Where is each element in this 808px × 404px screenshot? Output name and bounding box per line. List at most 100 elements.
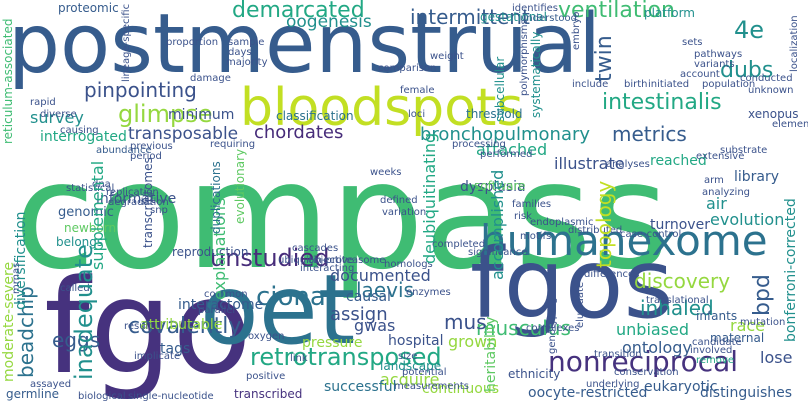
word-mutation: mutation (740, 317, 786, 328)
word-landscape: landscape (380, 359, 442, 373)
word-retrotransposed: retrotransposed (250, 343, 442, 371)
word-turnover: turnover (650, 217, 710, 233)
word-lose: lose (760, 348, 793, 367)
word-oet: oet (200, 254, 356, 366)
word-causal: causal (346, 289, 391, 305)
word-postmenstrual: postmenstrual (8, 0, 601, 92)
word-oxygen: oxygen (248, 331, 285, 342)
word-germline: germline (6, 387, 60, 401)
word-eggs: eggs (52, 328, 101, 352)
word-transposable: transposable (128, 124, 239, 144)
word-fgos: fgos (470, 228, 674, 340)
word-female: female (400, 85, 435, 96)
word-homologs: homologs (384, 259, 433, 270)
word-maternal: maternal (710, 331, 765, 345)
word-minimum: minimum (168, 107, 235, 123)
word-period: period (130, 151, 162, 162)
word-common: common (204, 289, 248, 300)
word-motifs: motifs (520, 231, 552, 242)
word-threshold: threshold (466, 107, 523, 121)
word-transcriptomes: transcriptomes (141, 157, 155, 248)
word-systematically: systematically (529, 31, 543, 119)
word-proteomic: proteomic (58, 1, 119, 15)
word-population: population (702, 79, 756, 90)
word-software: software (474, 179, 526, 193)
word-sets: sets (682, 37, 703, 48)
word-extensive: extensive (696, 151, 745, 162)
word-elements: elements (772, 119, 808, 130)
word-transition: transition (594, 349, 642, 360)
word-enzymes: enzymes (406, 287, 451, 298)
word-metrics: metrics (612, 122, 687, 146)
word-implicate: implicate (134, 351, 181, 362)
word-oocyte-restricted: oocyte-restricted (528, 385, 648, 401)
word-successful: successful (324, 379, 397, 395)
word-previous: previous (130, 141, 173, 152)
word-tags: tags (160, 341, 191, 357)
word-include: include (572, 79, 609, 90)
word-size: size (398, 351, 418, 362)
word-grown: grown (448, 332, 498, 351)
word-localization: localization (789, 15, 800, 72)
word-causing: causing (60, 125, 99, 136)
word-identifies: identifies (512, 3, 558, 14)
word-called: called (60, 283, 90, 294)
word-initiated: initiated (648, 79, 690, 90)
word-transcribed: transcribed (234, 387, 303, 401)
word-supplemental: supplemental (88, 160, 107, 270)
word-inhaled: inhaled (640, 296, 714, 320)
word-unknown: unknown (748, 85, 794, 96)
word-underlying: underlying (586, 379, 640, 390)
word-significance: significance (468, 247, 528, 258)
word-complexes: complexes (526, 323, 580, 334)
word-mus: mus (444, 310, 487, 334)
word-oogenesis: oogenesis (286, 12, 372, 32)
word-degradation: degradation (108, 197, 169, 208)
word-pressure: pressure (302, 335, 363, 351)
word-accomplished: accomplished (488, 169, 507, 280)
word-remove: remove (696, 355, 734, 366)
word-compass: compass (14, 130, 669, 302)
word-completed: completed (432, 239, 486, 250)
word-arm: arm (704, 175, 724, 186)
word-variants: variants (694, 59, 735, 70)
word-subcellular: subcellular (493, 56, 507, 122)
word-account: account (680, 69, 720, 80)
word-biological: biological (78, 391, 126, 402)
word-weight: weight (430, 51, 464, 62)
word-defined: defined (380, 195, 418, 206)
word-majority: majority (226, 57, 268, 68)
word-case-control: case-control (620, 229, 682, 240)
word-result: result (124, 321, 153, 332)
word-candidate: candidate (692, 337, 742, 348)
word-bonferroni-corrected: bonferroni-corrected (783, 198, 799, 342)
word-interacting: interacting (300, 263, 355, 274)
word-analyses: analyses (606, 159, 650, 170)
word-library: library (734, 169, 780, 185)
word-conservation: conservation (614, 367, 679, 378)
word-requiring: requiring (210, 139, 256, 150)
word-race: race (730, 316, 766, 335)
word-polymorphisms: polymorphisms (519, 19, 530, 96)
word-covalently: covalently (128, 314, 242, 339)
word-assayed: assayed (30, 379, 72, 390)
word-elucidate: elucidate (575, 281, 586, 328)
word-musculus: musculus (476, 316, 571, 340)
word-interrogated: interrogated (40, 129, 127, 145)
word-xenopus: xenopus (748, 107, 799, 121)
word-single-nucleotide: single-nucleotide (128, 391, 214, 402)
word-informative: informative (96, 191, 177, 207)
word-intestinalis: intestinalis (602, 90, 722, 115)
word-attributable: attributable (140, 317, 223, 333)
word-gwas: gwas (354, 316, 396, 335)
word-evolution: evolution (710, 210, 785, 229)
word-intermittent: intermittent (410, 5, 530, 29)
word-involved: involved (690, 345, 733, 356)
word-platform: platform (644, 6, 695, 20)
word-cascades: cascades (292, 243, 339, 254)
word-measurements: measurements (394, 381, 469, 392)
word-conducted: conducted (740, 73, 793, 84)
word-proportion: proportion (166, 37, 219, 48)
word-objective: objective (308, 255, 354, 266)
word-distinguishes: distinguishes (700, 385, 793, 401)
